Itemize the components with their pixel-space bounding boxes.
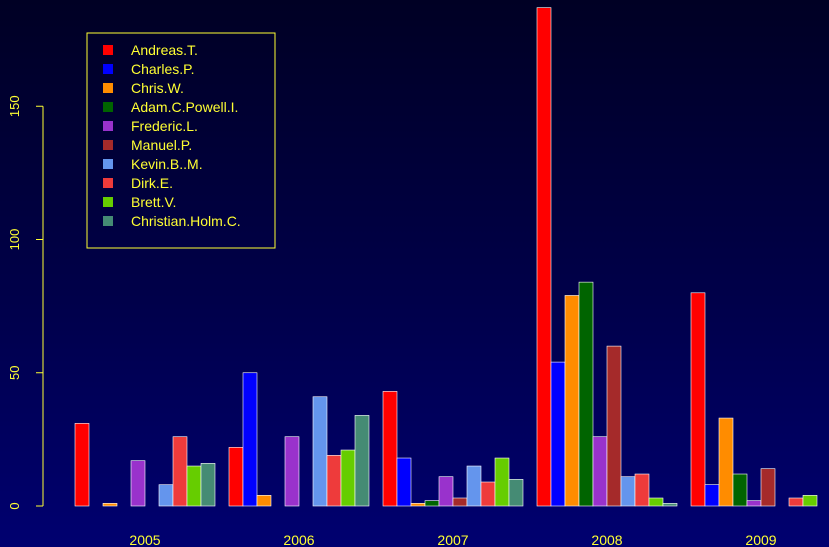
bar-andreas-t--2009 xyxy=(690,292,706,507)
legend-swatch xyxy=(103,197,113,207)
bar-brett-v--2009 xyxy=(802,495,818,507)
legend-label: Kevin.B..M. xyxy=(131,156,203,172)
bar-adam-c-powell-i--2007 xyxy=(424,500,440,507)
legend-label: Brett.V. xyxy=(131,194,176,210)
bar-adam-c-powell-i--2008 xyxy=(578,281,594,507)
bar-dirk-e--2007 xyxy=(480,481,496,507)
bar-chris-w--2005 xyxy=(102,503,118,507)
x-tick-label: 2009 xyxy=(745,532,776,547)
legend-label: Andreas.T. xyxy=(131,42,198,58)
bar-andreas-t--2005 xyxy=(74,423,90,507)
bar-manuel-p--2008 xyxy=(606,345,622,507)
bar-dirk-e--2008 xyxy=(634,473,650,507)
bar-andreas-t--2007 xyxy=(382,391,398,507)
bar-chris-w--2009 xyxy=(718,417,734,507)
x-tick-label: 2008 xyxy=(591,532,622,547)
bar-kevin-b-m--2007 xyxy=(466,465,482,507)
legend-label: Manuel.P. xyxy=(131,137,192,153)
y-tick-label: 150 xyxy=(7,95,22,117)
bar-frederic-l--2007 xyxy=(438,476,454,507)
y-tick-label: 100 xyxy=(7,229,22,251)
bar-charles-p--2009 xyxy=(704,484,720,507)
y-tick-label: 0 xyxy=(7,502,22,509)
bar-chris-w--2006 xyxy=(256,495,272,507)
bar-manuel-p--2007 xyxy=(452,497,468,507)
legend-label: Charles.P. xyxy=(131,61,195,77)
bar-christian-holm-c--2006 xyxy=(354,415,370,507)
bar-dirk-e--2009 xyxy=(788,497,804,507)
legend-swatch xyxy=(103,216,113,226)
bar-kevin-b-m--2008 xyxy=(620,476,636,507)
bar-frederic-l--2009 xyxy=(746,500,762,507)
bar-chris-w--2007 xyxy=(410,503,426,507)
bar-christian-holm-c--2005 xyxy=(200,463,216,507)
bars-layer xyxy=(74,7,818,507)
bar-dirk-e--2005 xyxy=(172,436,188,507)
bar-dirk-e--2006 xyxy=(326,455,342,507)
legend-label: Dirk.E. xyxy=(131,175,173,191)
bar-charles-p--2008 xyxy=(550,361,566,507)
bar-andreas-t--2008 xyxy=(536,7,552,507)
bar-frederic-l--2006 xyxy=(284,436,300,507)
legend-swatch xyxy=(103,102,113,112)
bar-brett-v--2007 xyxy=(494,457,510,507)
bar-christian-holm-c--2007 xyxy=(508,479,524,507)
legend-label: Frederic.L. xyxy=(131,118,198,134)
legend: Andreas.T. Charles.P. Chris.W. Adam.C.Powel… xyxy=(86,32,276,249)
bar-kevin-b-m--2006 xyxy=(312,396,328,507)
y-axis: 0 50 100 150 xyxy=(7,95,44,510)
bar-brett-v--2008 xyxy=(648,497,664,507)
bar-charles-p--2006 xyxy=(242,372,258,507)
legend-swatch xyxy=(103,159,113,169)
bar-adam-c-powell-i--2009 xyxy=(732,473,748,507)
x-tick-label: 2005 xyxy=(129,532,160,547)
legend-label: Christian.Holm.C. xyxy=(131,213,241,229)
x-axis-labels: 2005 2006 2007 2008 2009 xyxy=(129,532,776,547)
bar-brett-v--2005 xyxy=(186,465,202,507)
bar-frederic-l--2008 xyxy=(592,436,608,507)
bar-chris-w--2008 xyxy=(564,295,580,507)
y-tick-label: 50 xyxy=(7,366,22,380)
legend-label: Chris.W. xyxy=(131,80,184,96)
legend-swatch xyxy=(103,64,113,74)
legend-swatch xyxy=(103,121,113,131)
bar-brett-v--2006 xyxy=(340,449,356,507)
legend-label: Adam.C.Powell.I. xyxy=(131,99,238,115)
legend-box xyxy=(86,32,276,249)
bar-christian-holm-c--2008 xyxy=(662,503,678,507)
legend-swatch xyxy=(103,45,113,55)
x-tick-label: 2006 xyxy=(283,532,314,547)
bar-frederic-l--2005 xyxy=(130,460,146,507)
legend-swatch xyxy=(103,178,113,188)
bar-andreas-t--2006 xyxy=(228,447,244,507)
x-tick-label: 2007 xyxy=(437,532,468,547)
legend-swatch xyxy=(103,140,113,150)
bar-manuel-p--2009 xyxy=(760,468,776,507)
bar-charles-p--2007 xyxy=(396,457,412,507)
bar-kevin-b-m--2005 xyxy=(158,484,174,507)
legend-swatch xyxy=(103,83,113,93)
